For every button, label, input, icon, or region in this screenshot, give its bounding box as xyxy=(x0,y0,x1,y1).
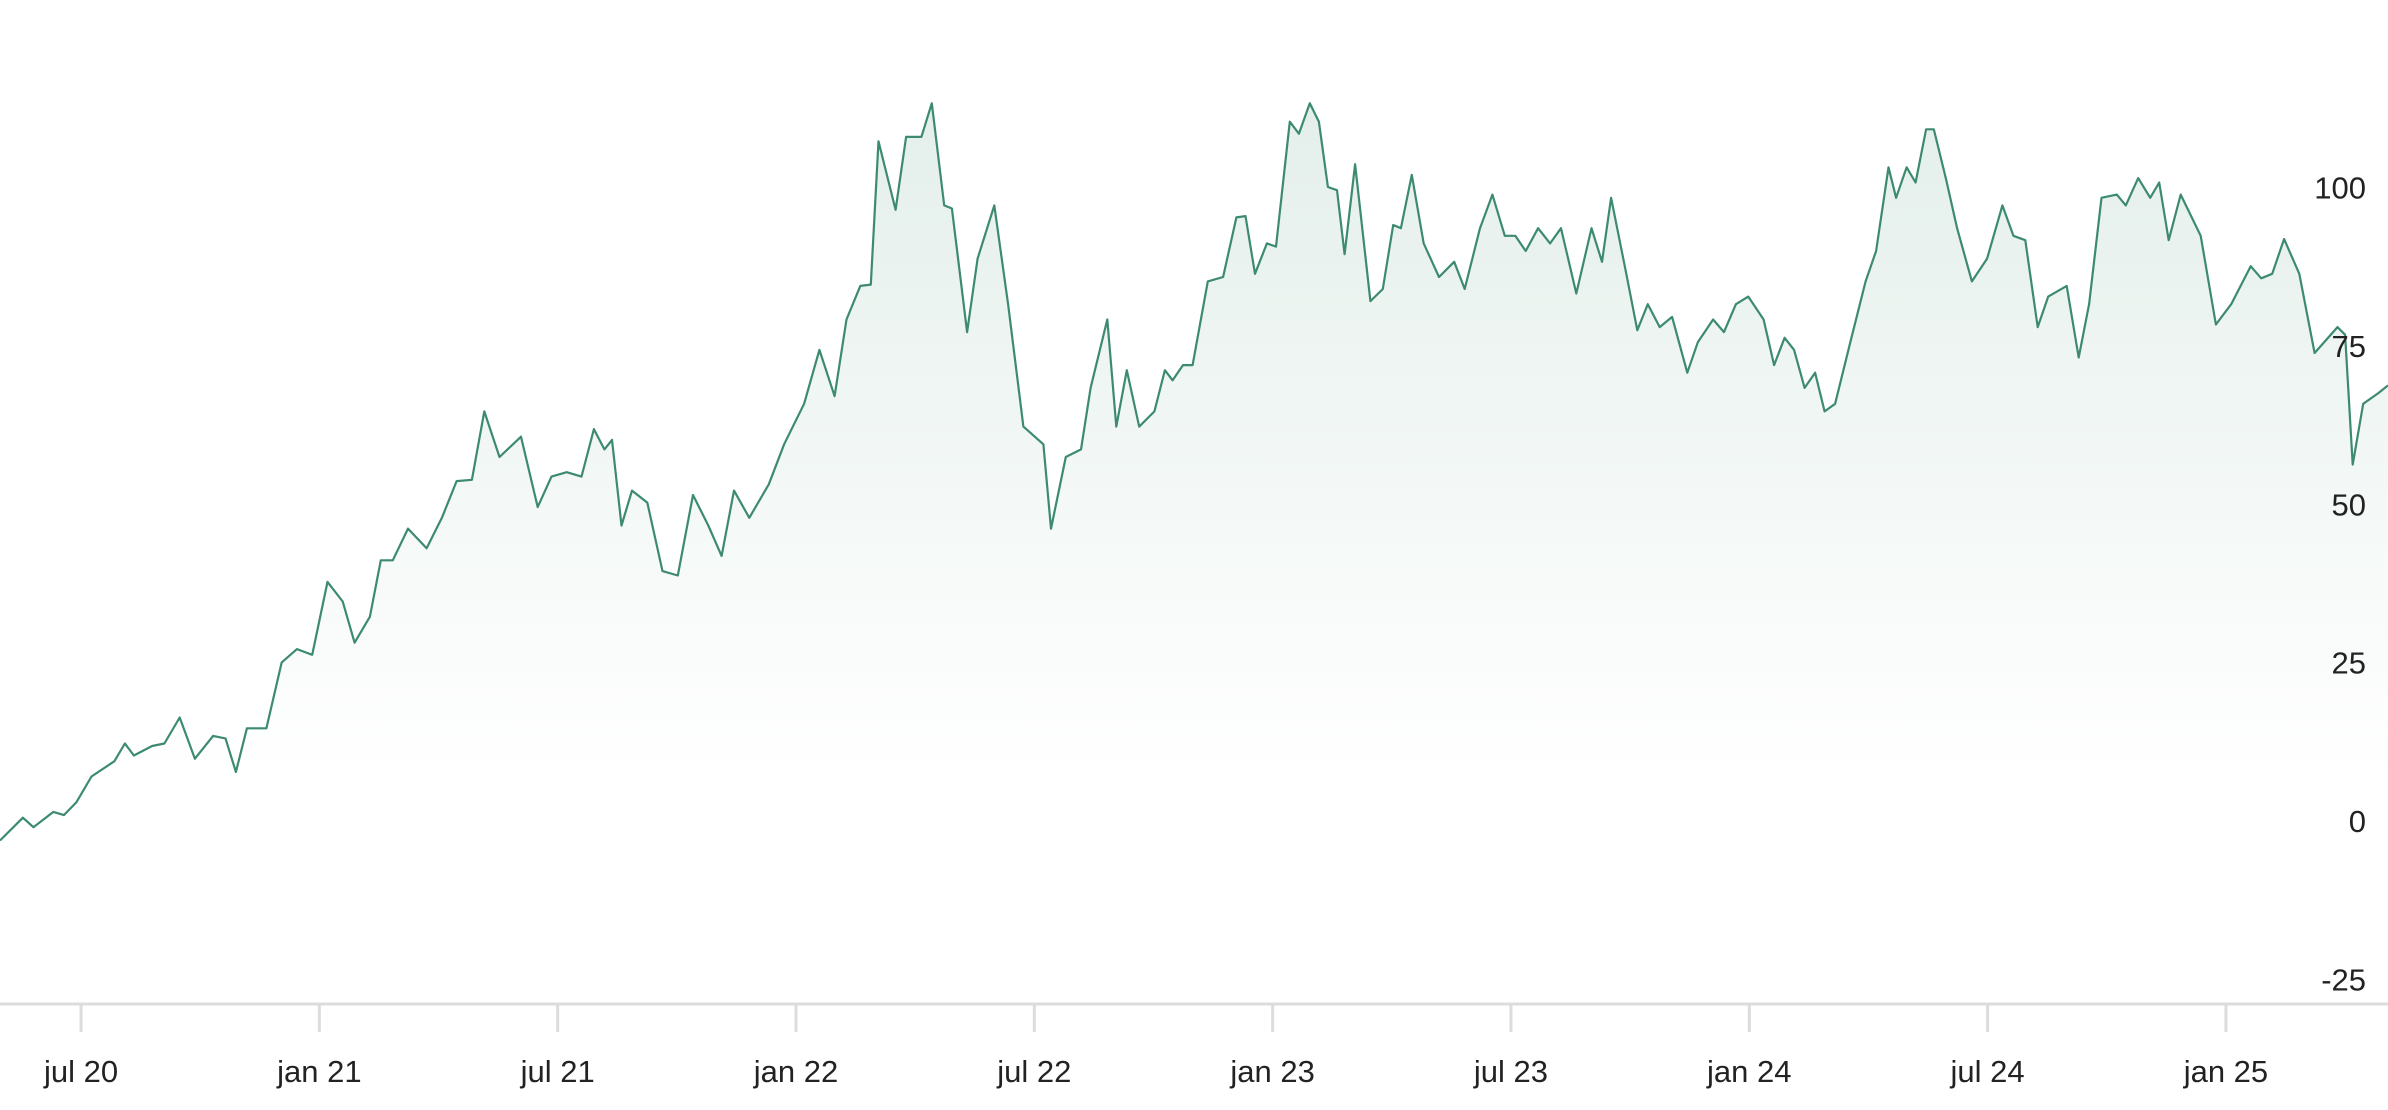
x-tick-label: jan 21 xyxy=(276,1054,361,1089)
x-tick-label: jul 24 xyxy=(1950,1054,2025,1089)
y-tick-label: 100 xyxy=(2314,170,2366,205)
x-tick-label: jan 22 xyxy=(753,1054,838,1089)
y-tick-label: -25 xyxy=(2321,963,2366,998)
y-tick-label: 25 xyxy=(2332,646,2366,681)
x-tick-label: jul 23 xyxy=(1473,1054,1548,1089)
x-tick-label: jan 23 xyxy=(1229,1054,1314,1089)
x-tick-label: jul 21 xyxy=(520,1054,595,1089)
y-tick-label: 75 xyxy=(2332,329,2366,364)
area-fill xyxy=(0,103,2388,1005)
x-tick-label: jan 24 xyxy=(1706,1054,1791,1089)
x-tick-label: jul 20 xyxy=(43,1054,118,1089)
y-tick-label: 50 xyxy=(2332,487,2366,522)
line xyxy=(0,102,2388,842)
x-tick-label: jan 25 xyxy=(2183,1054,2268,1089)
y-tick-label: 0 xyxy=(2349,804,2366,839)
x-tick-label: jul 22 xyxy=(996,1054,1071,1089)
